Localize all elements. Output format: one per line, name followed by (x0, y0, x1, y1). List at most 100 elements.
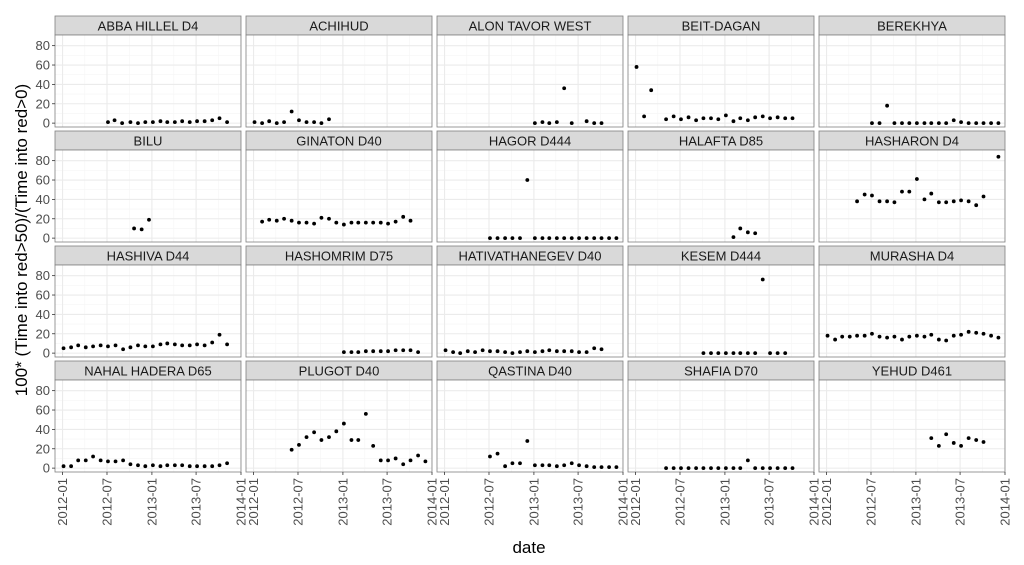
data-point (577, 463, 581, 468)
data-point (363, 411, 368, 416)
data-point (304, 220, 309, 225)
data-point (554, 236, 559, 241)
data-point (671, 466, 676, 471)
panel-border (54, 264, 242, 358)
data-point (738, 351, 743, 356)
data-points (870, 103, 1001, 126)
data-point (195, 119, 199, 124)
data-point (753, 231, 758, 236)
data-point (252, 120, 257, 125)
data-point (760, 277, 765, 282)
y-tick-label: 60 (36, 288, 50, 303)
data-point (783, 466, 788, 471)
data-point (900, 337, 904, 342)
data-point (694, 466, 699, 471)
data-point (892, 334, 897, 339)
data-point (136, 343, 140, 348)
data-point (510, 461, 515, 466)
data-point (951, 333, 956, 338)
data-point (147, 217, 151, 222)
x-tick-label: 2013-07 (571, 478, 586, 526)
data-point (195, 342, 199, 347)
data-point (217, 116, 222, 121)
data-point (584, 350, 589, 355)
data-point (768, 351, 772, 356)
panel-background (819, 35, 1005, 127)
data-point (790, 116, 795, 121)
data-point (877, 334, 882, 339)
x-tick-label: 2014-01 (616, 478, 631, 526)
data-point (959, 198, 963, 203)
panel-border (627, 149, 815, 243)
data-point (83, 345, 88, 350)
data-point (76, 458, 81, 463)
data-point (297, 220, 301, 225)
data-point (172, 120, 177, 125)
data-point (723, 466, 728, 471)
data-point (371, 220, 376, 225)
data-point (274, 121, 279, 126)
data-point (892, 200, 897, 205)
facet-strip-label: KESEM D444 (681, 249, 761, 264)
data-point (393, 348, 398, 353)
data-point (959, 120, 963, 125)
data-point (547, 463, 552, 468)
data-point (98, 343, 103, 348)
data-point (495, 451, 500, 456)
y-tick-label: 40 (36, 422, 50, 437)
data-point (753, 466, 758, 471)
data-point (885, 335, 890, 340)
data-point (210, 464, 215, 469)
data-point (416, 350, 420, 355)
data-point (907, 189, 912, 194)
data-point (783, 351, 788, 356)
facet-panel: HASHIVA D44 (54, 245, 242, 358)
x-tick-label: 2014-01 (998, 478, 1013, 526)
data-point (518, 461, 522, 466)
panel-background (55, 265, 241, 357)
panel-grid (628, 35, 814, 127)
data-point (569, 461, 574, 466)
data-point (121, 458, 126, 463)
data-point (210, 340, 215, 345)
data-point (847, 334, 852, 339)
data-point (267, 217, 272, 222)
panel-border (436, 149, 624, 243)
data-point (69, 345, 74, 350)
facet-panel: YEHUD D461 (818, 360, 1006, 473)
data-point (642, 114, 647, 119)
data-point (408, 348, 413, 353)
facet-strip-label: HALAFTA D85 (679, 134, 763, 149)
data-point (731, 351, 736, 356)
data-point (132, 226, 136, 231)
data-point (532, 463, 537, 468)
data-point (723, 351, 728, 356)
panel-border (245, 264, 433, 358)
data-point (664, 466, 668, 471)
data-point (172, 342, 177, 347)
y-tick-label: 40 (36, 307, 50, 322)
data-point (562, 86, 567, 91)
data-point (128, 462, 133, 467)
data-point (378, 349, 383, 354)
data-point (569, 236, 574, 241)
panel-grid (246, 265, 432, 357)
data-point (495, 236, 500, 241)
facet-panel: QASTINA D40 (436, 360, 624, 473)
data-point (378, 458, 383, 463)
data-point (510, 236, 515, 241)
data-point (592, 236, 597, 241)
data-point (738, 116, 743, 121)
data-point (187, 120, 192, 125)
facet-panel: HASHOMRIM D75 (245, 245, 433, 358)
facet-strip-label: ABBA HILLEL D4 (98, 19, 199, 34)
panel-background (628, 265, 814, 357)
facet-strip-label: BILU (134, 134, 163, 149)
data-point (870, 331, 874, 336)
x-tick-label: 2012-01 (246, 478, 261, 526)
data-point (996, 154, 1001, 159)
data-point (443, 348, 448, 353)
data-points (443, 346, 604, 356)
data-points (61, 332, 229, 352)
data-point (944, 121, 949, 126)
